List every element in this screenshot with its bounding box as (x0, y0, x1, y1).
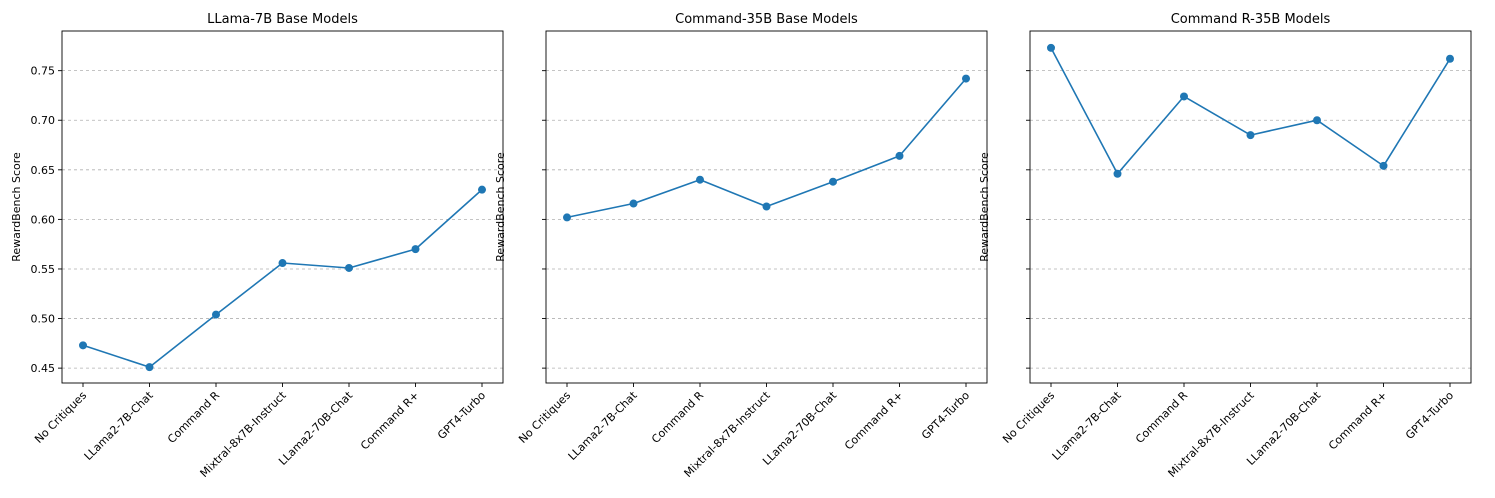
x-tick-label: Command R+ (842, 389, 906, 453)
data-point (1246, 131, 1255, 140)
plot-frame (1029, 30, 1472, 384)
x-tick-label: No Critiques (516, 389, 573, 446)
y-axis-label: RewardBench Score (10, 152, 23, 262)
x-tick-label: LLama2-70B-Chat (760, 388, 839, 467)
y-tick-label: 0.65 (31, 164, 56, 177)
data-point (1313, 116, 1321, 125)
x-tick-label: LLama2-7B-Chat (1050, 388, 1124, 462)
x-tick-label: Command R+ (358, 389, 422, 453)
y-tick-label: 0.75 (31, 65, 56, 78)
series-line (1050, 47, 1451, 175)
data-point (1446, 54, 1454, 63)
subplot-title: Command-35B Base Models (675, 12, 858, 27)
data-point (411, 245, 420, 254)
data-point (696, 175, 704, 184)
x-tick-label: GPT4-Turbo (919, 389, 972, 442)
x-tick-label: LLama2-70B-Chat (1244, 388, 1323, 467)
y-tick-label: 0.45 (31, 362, 56, 375)
y-tick-label: 0.55 (31, 263, 56, 276)
x-tick-label: No Critiques (1000, 389, 1057, 446)
data-point (278, 259, 287, 268)
data-point (145, 363, 154, 372)
y-tick-label: 0.50 (31, 313, 56, 326)
y-axis-label: RewardBench Score (978, 152, 991, 262)
y-axis-label: RewardBench Score (494, 152, 507, 262)
data-point (563, 213, 571, 222)
x-tick-label: GPT4-Turbo (1403, 389, 1456, 442)
data-point (895, 151, 904, 160)
subplot-1: 0.45 0.50 0.55 0.60 0.65 0.70 0.75 No Critiques… (10, 12, 504, 480)
x-tick-label: Command R+ (1326, 389, 1390, 453)
data-point (478, 185, 486, 194)
x-tick-label: Command R (165, 389, 222, 446)
x-tick-label: No Critiques (32, 389, 89, 446)
data-point (1180, 92, 1188, 101)
x-tick-label: LLama2-70B-Chat (276, 388, 355, 467)
data-point (629, 199, 638, 208)
data-point (345, 263, 353, 272)
subplot-title: LLama-7B Base Models (207, 12, 358, 27)
x-tick-label: Command R (649, 389, 706, 446)
x-tick-label: LLama2-7B-Chat (82, 388, 156, 462)
x-tick-label: GPT4-Turbo (435, 389, 488, 442)
data-point (1113, 169, 1122, 178)
data-point (1047, 43, 1055, 52)
plot-frame (61, 30, 504, 384)
y-tick-label: 0.60 (31, 213, 56, 226)
data-point (1379, 161, 1388, 170)
x-tick-label: LLama2-7B-Chat (566, 388, 640, 462)
y-tick-label: 0.70 (31, 114, 56, 127)
x-tick-label: Command R (1133, 389, 1190, 446)
data-point (212, 310, 220, 319)
series-line (82, 189, 483, 368)
series-line (566, 78, 967, 219)
data-point (829, 177, 837, 186)
subplot-title: Command R-35B Models (1171, 12, 1331, 27)
data-point (762, 202, 771, 211)
data-point (962, 74, 970, 83)
data-point (79, 341, 87, 350)
